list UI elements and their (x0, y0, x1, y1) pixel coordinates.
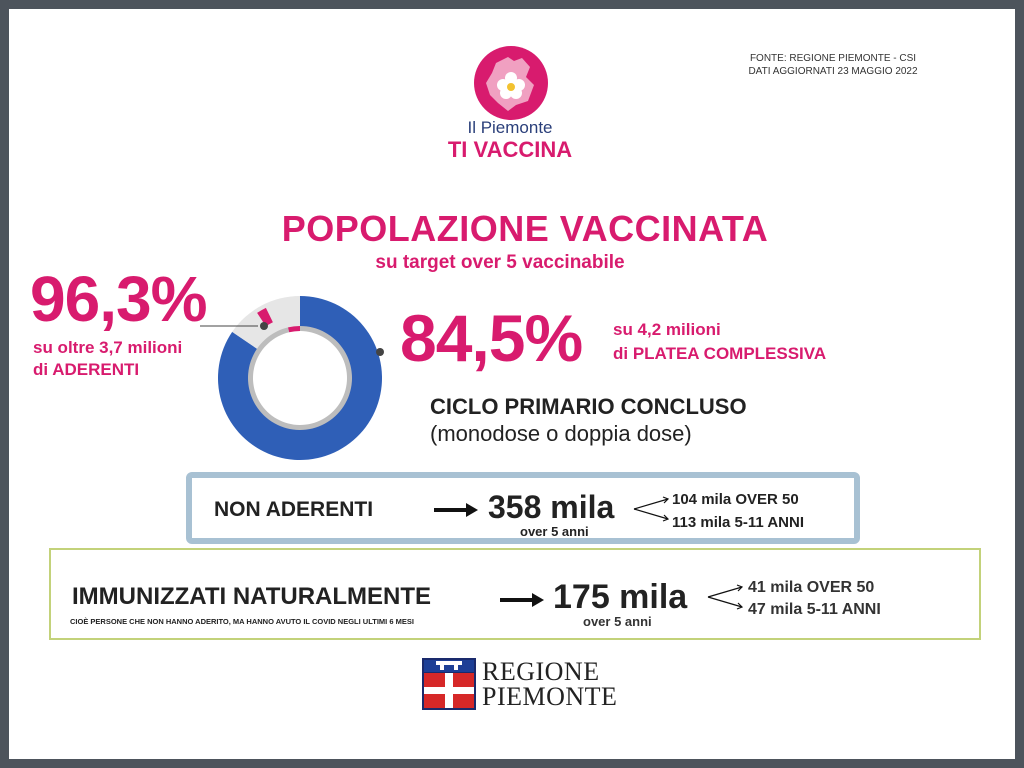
arrow-right-icon (500, 593, 544, 607)
immunizzati-value: 175 mila (553, 578, 688, 616)
arrow-right-icon (434, 503, 478, 517)
logo-text-line2: TI VACCINA (447, 137, 573, 162)
inner-slice-adherents (247, 326, 352, 430)
donut-chart (200, 296, 384, 460)
non-aderenti-value: 358 mila (488, 489, 615, 525)
cycle-completed-percentage: 84,5% (400, 301, 583, 375)
donut-slice-cycle-completed (218, 296, 382, 460)
regione-text-line2: PIEMONTE (482, 682, 618, 711)
immunizzati-breakdown-5-11: 47 mila 5-11 ANNI (748, 601, 881, 618)
non-aderenti-label: NON ADERENTI (214, 498, 374, 521)
page-subtitle: su target over 5 vaccinabile (375, 252, 625, 273)
cycle-subtitle: (monodose o doppia dose) (430, 421, 692, 446)
donut-outer-ring (218, 296, 382, 460)
right-pointer-dot (376, 348, 384, 356)
adherents-marker (257, 307, 273, 327)
immunizzati-note: CIOÈ PERSONE CHE NON HANNO ADERITO, MA H… (70, 617, 414, 626)
regione-text-line1: REGIONE (482, 657, 600, 686)
source-note: FONTE: REGIONE PIEMONTE - CSI DATI AGGIO… (733, 52, 933, 78)
immunizzati-sub: over 5 anni (583, 614, 652, 629)
regione-piemonte-coat-of-arms-icon (422, 658, 476, 710)
left-pointer-dot (260, 322, 268, 330)
adherents-description: su oltre 3,7 milioni di ADERENTI (33, 337, 233, 381)
immunizzati-label: IMMUNIZZATI NATURALMENTE (72, 583, 432, 610)
piemonte-flower-logo-icon (474, 46, 548, 120)
non-aderenti-breakdown-5-11: 113 mila 5-11 ANNI (672, 514, 805, 531)
logo-text-line1: Il Piemonte (467, 118, 553, 137)
non-aderenti-note: over 5 anni (520, 524, 589, 539)
immunizzati-breakdown-over50: 41 mila OVER 50 (748, 579, 875, 596)
inner-slice-remaining (288, 326, 300, 333)
donut-inner-ring (247, 307, 352, 430)
adherents-line2: di ADERENTI (33, 360, 140, 379)
cycle-title: CICLO PRIMARIO CONCLUSO (430, 394, 747, 419)
slide (9, 9, 1015, 759)
population-line2: di PLATEA COMPLESSIVA (613, 344, 827, 363)
non-aderenti-breakdown-over50: 104 mila OVER 50 (672, 491, 799, 508)
split-arrows-icon (707, 584, 744, 610)
adherents-percentage: 96,3% (30, 263, 207, 335)
immunizzati-box (49, 548, 981, 640)
page-title: POPOLAZIONE VACCINATA (281, 208, 769, 249)
source-line2: DATI AGGIORNATI 23 MAGGIO 2022 (748, 66, 918, 77)
population-description: su 4,2 milioni di PLATEA COMPLESSIVA (613, 318, 913, 366)
source-line1: FONTE: REGIONE PIEMONTE - CSI (749, 53, 917, 64)
split-arrows-icon (633, 496, 670, 522)
non-aderenti-breakdown-box (645, 483, 840, 535)
adherents-line1: su oltre 3,7 milioni (33, 338, 183, 357)
population-line1: su 4,2 milioni (613, 320, 721, 339)
